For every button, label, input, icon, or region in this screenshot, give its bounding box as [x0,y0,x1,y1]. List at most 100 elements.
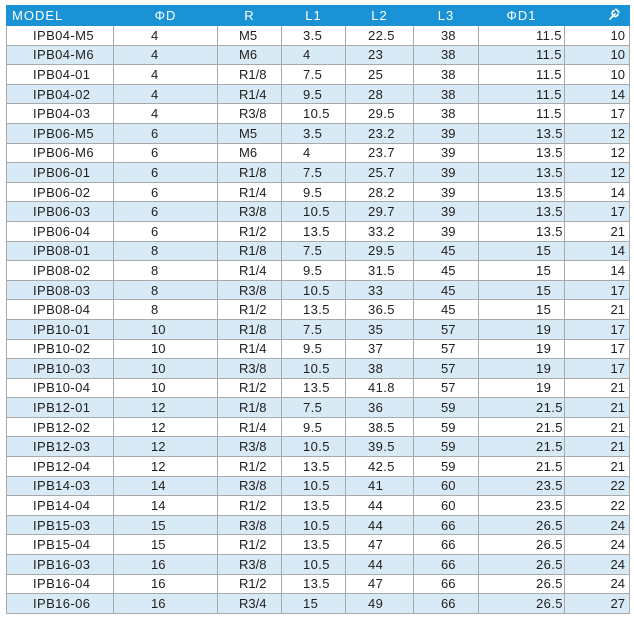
cell-l2: 28 [345,83,414,105]
table-row: IPB08-01 8 R1/8 7.5 29.5 45 15 14 [6,240,630,262]
cell-model: IPB04-01 [6,64,114,85]
cell-od1: 11.5 [478,64,565,85]
cell-od: 8 [113,240,218,262]
cell-od1: 21.5 [478,436,565,458]
cell-od1: 19 [478,318,565,340]
cell-l2: 29.7 [345,201,414,222]
cell-r: R1/2 [217,495,282,516]
cell-l3: 66 [413,593,479,614]
table-row: IPB06-02 6 R1/4 9.5 28.2 39 13.5 14 [6,181,630,203]
cell-r: R3/8 [217,279,282,301]
table-row: IPB06-04 6 R1/2 13.5 33.2 39 13.5 21 [6,220,630,242]
cell-r: R1/8 [217,240,282,262]
cell-model: IPB12-04 [6,456,114,477]
cell-od1: 13.5 [478,162,565,183]
header-l3: L3 [413,5,479,26]
cell-l1: 7.5 [281,64,346,85]
cell-r: R3/8 [217,514,282,536]
cell-l3: 45 [413,299,479,320]
cell-l3: 38 [413,44,479,66]
cell-od1: 11.5 [478,25,565,46]
cell-l3: 39 [413,142,479,164]
cell-l1: 13.5 [281,495,346,516]
cell-r: R1/2 [217,573,282,595]
cell-l2: 39.5 [345,436,414,458]
cell-od1: 13.5 [478,142,565,164]
cell-od: 4 [113,25,218,46]
cell-hex: 21 [564,436,630,458]
cell-model: IPB12-01 [6,397,114,418]
table-row: IPB16-04 16 R1/2 13.5 47 66 26.5 24 [6,573,630,595]
cell-l3: 66 [413,534,479,556]
cell-model: IPB06-01 [6,162,114,183]
cell-od1: 11.5 [478,103,565,124]
cell-l2: 33.2 [345,220,414,242]
cell-l3: 39 [413,162,479,183]
cell-od: 6 [113,220,218,242]
table-row: IPB04-M5 4 M5 3.5 22.5 38 11.5 10 [6,25,630,46]
cell-model: IPB06-02 [6,181,114,203]
cell-r: R1/4 [217,260,282,281]
cell-model: IPB10-03 [6,358,114,379]
cell-l3: 45 [413,279,479,301]
cell-l3: 59 [413,456,479,477]
table-row: IPB08-04 8 R1/2 13.5 36.5 45 15 21 [6,299,630,320]
cell-od1: 21.5 [478,397,565,418]
cell-hex: 12 [564,142,630,164]
cell-od: 12 [113,456,218,477]
cell-r: M5 [217,122,282,144]
cell-l1: 13.5 [281,377,346,399]
cell-l3: 45 [413,240,479,262]
table-row: IPB06-M6 6 M6 4 23.7 39 13.5 12 [6,142,630,164]
cell-r: R1/4 [217,416,282,438]
cell-hex: 21 [564,299,630,320]
cell-od: 4 [113,64,218,85]
cell-r: R3/8 [217,554,282,575]
cell-od1: 15 [478,299,565,320]
cell-r: R1/8 [217,318,282,340]
cell-l1: 10.5 [281,103,346,124]
cell-od: 10 [113,338,218,360]
header-od1: ΦD1 [478,5,565,26]
cell-l1: 13.5 [281,573,346,595]
cell-model: IPB08-03 [6,279,114,301]
cell-l1: 10.5 [281,554,346,575]
header-hex [564,5,630,26]
cell-l1: 9.5 [281,260,346,281]
cell-od1: 15 [478,260,565,281]
cell-l2: 41.8 [345,377,414,399]
header-model: MODEL [6,5,114,26]
cell-hex: 14 [564,181,630,203]
cell-model: IPB04-M6 [6,44,114,66]
table-row: IPB14-03 14 R3/8 10.5 41 60 23.5 22 [6,475,630,497]
cell-od1: 13.5 [478,181,565,203]
cell-hex: 10 [564,44,630,66]
cell-model: IPB04-03 [6,103,114,124]
cell-od1: 26.5 [478,554,565,575]
cell-l2: 36 [345,397,414,418]
cell-hex: 14 [564,240,630,262]
cell-hex: 21 [564,377,630,399]
cell-od1: 13.5 [478,201,565,222]
cell-r: R1/2 [217,534,282,556]
cell-l2: 38 [345,358,414,379]
cell-l2: 25.7 [345,162,414,183]
cell-l3: 39 [413,201,479,222]
cell-l3: 66 [413,554,479,575]
cell-l3: 39 [413,122,479,144]
cell-l1: 9.5 [281,338,346,360]
cell-od: 4 [113,103,218,124]
cell-r: R3/8 [217,103,282,124]
cell-od1: 26.5 [478,534,565,556]
cell-hex: 10 [564,25,630,46]
table-row: IPB12-02 12 R1/4 9.5 38.5 59 21.5 21 [6,416,630,438]
cell-hex: 17 [564,318,630,340]
cell-od: 10 [113,318,218,340]
cell-od: 10 [113,377,218,399]
cell-l2: 49 [345,593,414,614]
cell-od1: 11.5 [478,44,565,66]
header-od: ΦD [113,5,218,26]
cell-model: IPB08-01 [6,240,114,262]
cell-hex: 24 [564,534,630,556]
cell-od: 10 [113,358,218,379]
